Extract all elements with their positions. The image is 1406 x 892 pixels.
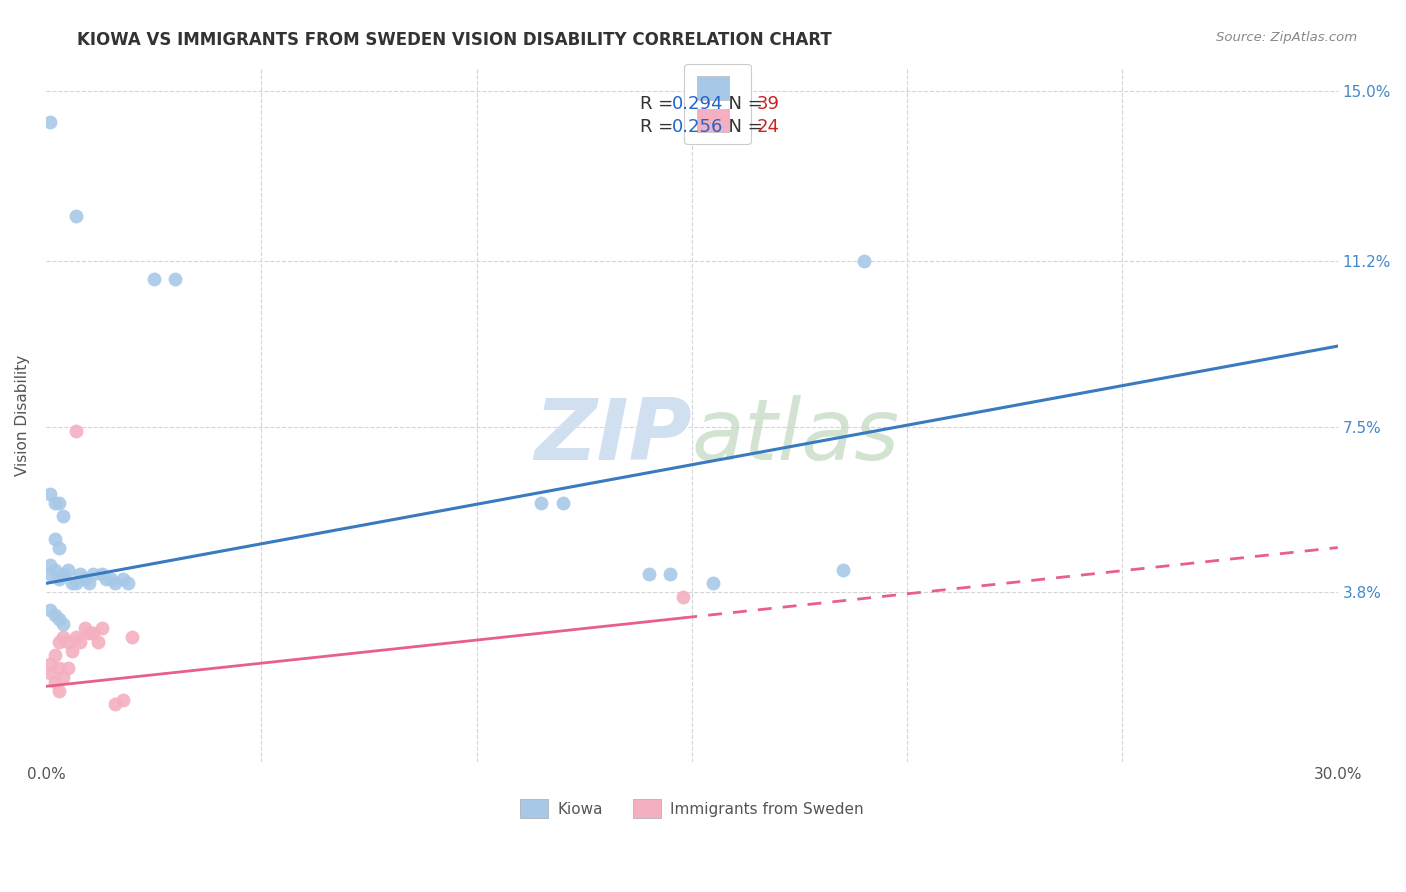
Point bbox=[52, 630, 75, 644]
Point bbox=[702, 576, 724, 591]
Point bbox=[77, 576, 100, 591]
Point bbox=[48, 683, 70, 698]
Point bbox=[48, 572, 70, 586]
Point bbox=[96, 572, 118, 586]
Text: 0.294: 0.294 bbox=[672, 95, 724, 113]
Point bbox=[39, 657, 62, 671]
Text: KIOWA VS IMMIGRANTS FROM SWEDEN VISION DISABILITY CORRELATION CHART: KIOWA VS IMMIGRANTS FROM SWEDEN VISION D… bbox=[77, 31, 832, 49]
Point bbox=[165, 272, 187, 286]
Text: 39: 39 bbox=[756, 95, 779, 113]
Text: N =: N = bbox=[717, 118, 769, 136]
Point bbox=[91, 567, 114, 582]
Point bbox=[637, 567, 659, 582]
Point bbox=[48, 612, 70, 626]
Point bbox=[52, 616, 75, 631]
Point bbox=[831, 563, 853, 577]
Point bbox=[104, 698, 127, 712]
Point bbox=[65, 630, 87, 644]
Point bbox=[69, 567, 91, 582]
Point bbox=[44, 674, 66, 689]
Point bbox=[853, 254, 876, 268]
Text: Source: ZipAtlas.com: Source: ZipAtlas.com bbox=[1216, 31, 1357, 45]
Point bbox=[82, 567, 104, 582]
Point bbox=[60, 576, 83, 591]
Point bbox=[44, 496, 66, 510]
Point bbox=[86, 634, 108, 648]
Point bbox=[48, 541, 70, 555]
Point bbox=[121, 630, 143, 644]
Point bbox=[48, 496, 70, 510]
Point bbox=[65, 424, 87, 438]
Legend: Kiowa, Immigrants from Sweden: Kiowa, Immigrants from Sweden bbox=[515, 793, 869, 824]
Point bbox=[672, 590, 695, 604]
Point bbox=[56, 634, 79, 648]
Text: atlas: atlas bbox=[692, 395, 900, 478]
Point bbox=[56, 661, 79, 675]
Point bbox=[48, 661, 70, 675]
Point bbox=[65, 209, 87, 223]
Point bbox=[39, 567, 62, 582]
Point bbox=[82, 625, 104, 640]
Y-axis label: Vision Disability: Vision Disability bbox=[15, 355, 30, 476]
Point bbox=[100, 572, 122, 586]
Point bbox=[551, 496, 574, 510]
Text: R =: R = bbox=[640, 118, 679, 136]
Point bbox=[530, 496, 553, 510]
Point bbox=[142, 272, 165, 286]
Point bbox=[56, 563, 79, 577]
Point bbox=[52, 670, 75, 684]
Point bbox=[39, 115, 62, 129]
Point bbox=[69, 634, 91, 648]
Text: ZIP: ZIP bbox=[534, 395, 692, 478]
Text: R =: R = bbox=[640, 95, 679, 113]
Point bbox=[44, 563, 66, 577]
Text: N =: N = bbox=[717, 95, 769, 113]
Point bbox=[39, 603, 62, 617]
Point bbox=[39, 558, 62, 573]
Point bbox=[73, 621, 96, 635]
Point bbox=[112, 692, 135, 706]
Point bbox=[44, 607, 66, 622]
Point bbox=[659, 567, 682, 582]
Point bbox=[44, 532, 66, 546]
Text: 0.256: 0.256 bbox=[672, 118, 724, 136]
Point bbox=[48, 634, 70, 648]
Text: 24: 24 bbox=[756, 118, 779, 136]
Point bbox=[77, 625, 100, 640]
Point bbox=[52, 567, 75, 582]
Point bbox=[60, 643, 83, 657]
Point bbox=[44, 648, 66, 662]
Point bbox=[73, 572, 96, 586]
Point bbox=[112, 572, 135, 586]
Point bbox=[65, 576, 87, 591]
Point bbox=[117, 576, 139, 591]
Point bbox=[39, 665, 62, 680]
Point bbox=[39, 487, 62, 501]
Point bbox=[91, 621, 114, 635]
Point bbox=[104, 576, 127, 591]
Point bbox=[52, 509, 75, 524]
